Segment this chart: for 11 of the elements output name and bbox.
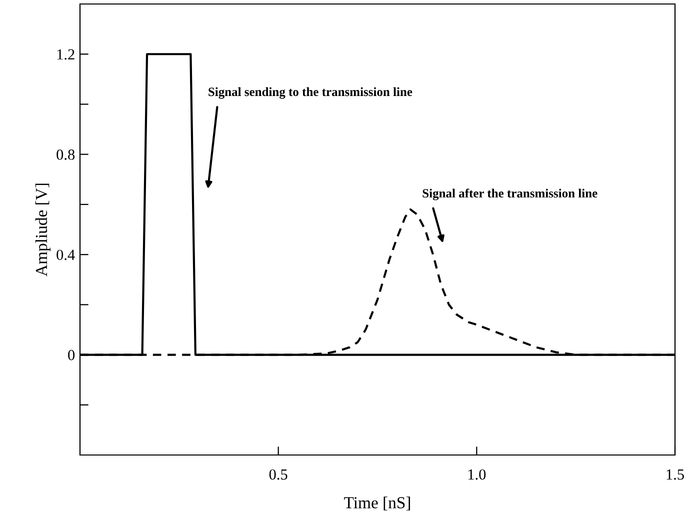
y-axis-title: Ampliude [V] bbox=[35, 184, 50, 276]
x-tick-label: 0.5 bbox=[269, 469, 288, 480]
y-tick-label: 0.8 bbox=[56, 149, 75, 160]
x-tick-label: 1.5 bbox=[666, 469, 684, 480]
y-tick-label: 0 bbox=[68, 350, 75, 360]
x-axis-title: Time [nS] bbox=[344, 496, 410, 510]
annotation: Signal after the transmission line bbox=[422, 188, 598, 200]
annotation: Signal sending to the transmission line bbox=[208, 87, 412, 99]
y-tick-label: 1.2 bbox=[57, 49, 74, 60]
x-tick-label: 1.0 bbox=[468, 469, 486, 480]
y-tick-label: 0.4 bbox=[56, 250, 75, 260]
